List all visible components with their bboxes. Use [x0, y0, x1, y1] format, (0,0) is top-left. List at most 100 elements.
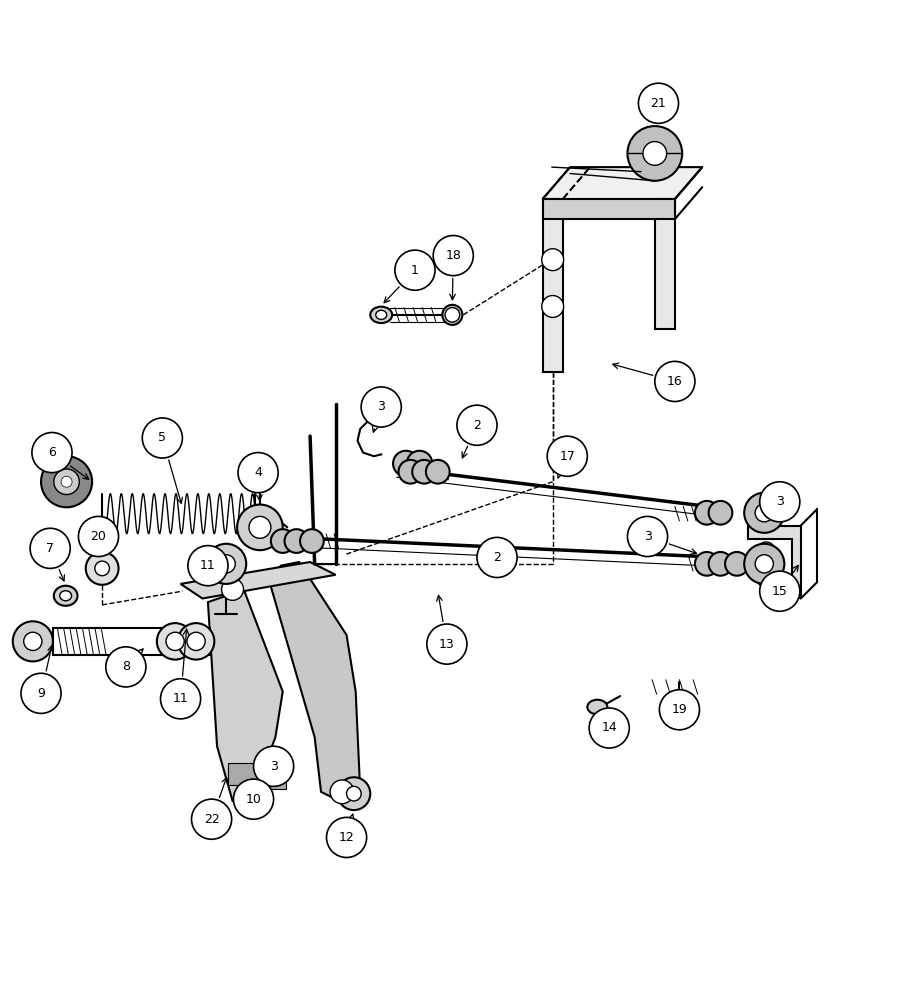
Ellipse shape	[669, 695, 689, 710]
Circle shape	[694, 501, 718, 525]
Circle shape	[456, 405, 496, 445]
Circle shape	[627, 516, 667, 557]
Circle shape	[445, 308, 459, 322]
Circle shape	[724, 552, 748, 576]
Text: 11: 11	[172, 692, 189, 705]
Circle shape	[398, 460, 422, 484]
Circle shape	[142, 418, 182, 458]
Circle shape	[476, 537, 517, 578]
Circle shape	[426, 624, 466, 664]
Circle shape	[412, 460, 435, 484]
Circle shape	[425, 460, 449, 484]
Polygon shape	[654, 199, 674, 329]
Circle shape	[271, 529, 294, 553]
Ellipse shape	[587, 700, 607, 714]
Text: 5: 5	[159, 431, 166, 444]
Circle shape	[541, 296, 563, 317]
Text: 21: 21	[650, 97, 666, 110]
Circle shape	[627, 126, 681, 181]
Circle shape	[694, 552, 718, 576]
Circle shape	[642, 142, 666, 165]
Circle shape	[756, 569, 774, 588]
Ellipse shape	[54, 586, 77, 606]
Polygon shape	[542, 199, 562, 372]
Circle shape	[433, 236, 473, 276]
Text: 15: 15	[771, 585, 787, 598]
Text: 6: 6	[48, 446, 56, 459]
Polygon shape	[542, 167, 701, 199]
Circle shape	[86, 552, 118, 585]
Text: 4: 4	[254, 466, 261, 479]
Circle shape	[743, 544, 783, 584]
Circle shape	[41, 456, 92, 507]
Text: 9: 9	[37, 687, 45, 700]
Circle shape	[300, 529, 323, 553]
Text: 8: 8	[122, 660, 129, 673]
Text: 1: 1	[411, 264, 418, 277]
Circle shape	[30, 528, 70, 568]
Circle shape	[191, 799, 231, 839]
Circle shape	[337, 777, 370, 810]
Ellipse shape	[59, 591, 71, 601]
Circle shape	[188, 546, 228, 586]
Circle shape	[95, 561, 109, 576]
Circle shape	[13, 621, 53, 661]
Circle shape	[708, 552, 732, 576]
Circle shape	[106, 647, 146, 687]
Circle shape	[547, 436, 587, 476]
Circle shape	[330, 780, 353, 804]
Polygon shape	[228, 763, 264, 785]
Circle shape	[708, 501, 732, 525]
Circle shape	[393, 451, 418, 476]
Circle shape	[754, 555, 773, 573]
Circle shape	[54, 469, 79, 495]
Polygon shape	[269, 562, 360, 801]
Circle shape	[178, 623, 214, 660]
Polygon shape	[208, 591, 282, 801]
Circle shape	[406, 451, 432, 476]
Text: 7: 7	[46, 542, 54, 555]
Circle shape	[394, 250, 435, 290]
Polygon shape	[180, 562, 335, 598]
Circle shape	[21, 673, 61, 713]
Ellipse shape	[370, 307, 392, 323]
Circle shape	[756, 542, 774, 560]
Text: 20: 20	[90, 530, 107, 543]
Polygon shape	[257, 767, 286, 789]
Circle shape	[221, 578, 243, 600]
Circle shape	[61, 476, 72, 487]
Circle shape	[638, 83, 678, 123]
Circle shape	[217, 555, 235, 573]
Circle shape	[346, 786, 361, 801]
Circle shape	[361, 387, 401, 427]
Text: 3: 3	[643, 530, 650, 543]
Text: 3: 3	[270, 760, 277, 773]
Circle shape	[541, 249, 563, 271]
Circle shape	[187, 632, 205, 650]
Circle shape	[249, 516, 271, 538]
Circle shape	[32, 433, 72, 473]
Circle shape	[759, 571, 799, 611]
Circle shape	[237, 505, 282, 550]
Circle shape	[233, 779, 273, 819]
Text: 22: 22	[203, 813, 220, 826]
Circle shape	[743, 493, 783, 533]
Text: 16: 16	[666, 375, 682, 388]
Circle shape	[78, 516, 118, 557]
Circle shape	[659, 690, 699, 730]
Text: 14: 14	[600, 721, 617, 734]
Circle shape	[754, 504, 773, 522]
Circle shape	[284, 529, 308, 553]
Polygon shape	[542, 199, 674, 219]
Text: 2: 2	[493, 551, 500, 564]
Circle shape	[160, 679, 200, 719]
Text: 11: 11	[200, 559, 216, 572]
Circle shape	[654, 361, 694, 402]
Circle shape	[589, 708, 629, 748]
Text: 13: 13	[438, 638, 455, 651]
Text: 3: 3	[377, 400, 384, 413]
Ellipse shape	[442, 305, 462, 325]
Text: 10: 10	[245, 793, 261, 806]
Text: 3: 3	[775, 495, 783, 508]
Circle shape	[206, 544, 246, 584]
